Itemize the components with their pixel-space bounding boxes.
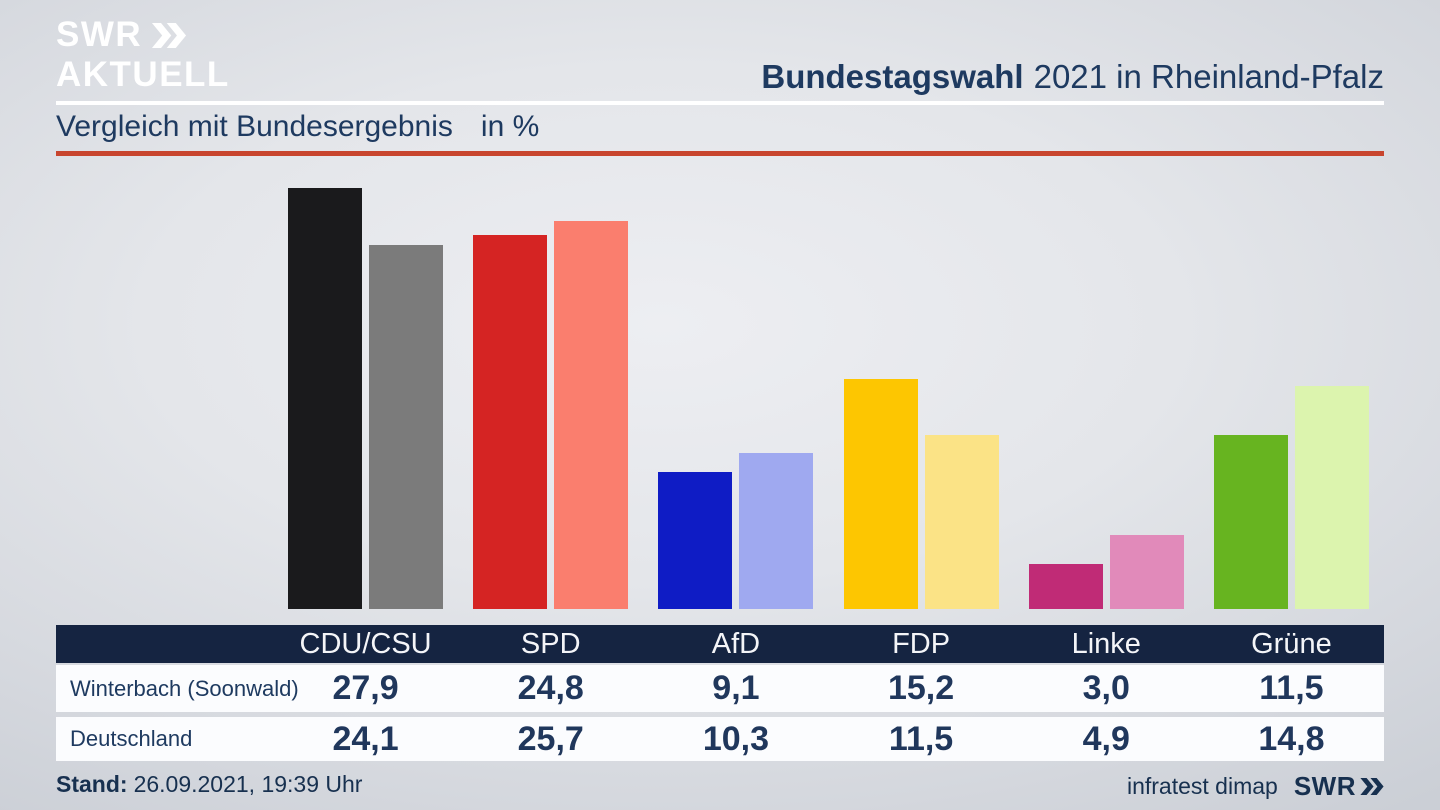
column-header-fdp: FDP [892,627,951,660]
column-header-cdu-csu: CDU/CSU [299,627,432,660]
table-header-row: CDU/CSU SPD AfD FDP Linke Grüne [56,625,1384,663]
row-label: Deutschland [70,726,193,751]
table-row-winterbach-soonwald: Winterbach (Soonwald) 27,9 24,8 9,1 15,2 3,0 1… [56,665,1384,712]
value-cell: 24,1 [332,719,399,758]
value-cell: 14,8 [1258,719,1325,758]
row-label: Winterbach (Soonwald) [70,675,299,701]
bar-group-fdp [829,156,1014,609]
bar-gr-ne-deutschland [1294,386,1369,609]
double-chevron-icon [1360,778,1384,795]
bar-group-afd [643,156,828,609]
bar-spd-winterbach-soonwald [473,235,548,609]
double-chevron-icon [152,22,187,48]
column-header-afd: AfD [711,627,761,660]
value-cell: 3,0 [1082,669,1130,707]
logo-text-swr: SWR [56,15,143,54]
bar-fdp-deutschland [924,435,999,609]
results-table: CDU/CSU SPD AfD FDP Linke Grüne Winterbach (So… [56,625,1384,761]
stand-value: 26.09.2021, 19:39 Uhr [133,771,363,797]
bar-fdp-winterbach-soonwald [843,379,918,609]
column-header-spd: SPD [520,627,581,660]
bar-group-linke [1014,156,1199,609]
value-cell: 24,8 [517,669,584,707]
value-cell: 25,7 [517,719,584,758]
title-bold: Bundestagswahl [761,58,1024,95]
bar-linke-winterbach-soonwald [1028,564,1103,609]
divider-white [56,101,1384,105]
brand-text: SWR [1293,771,1356,801]
value-cell: 4,9 [1082,719,1130,758]
bar-cdu-csu-winterbach-soonwald [288,188,363,609]
bar-gr-ne-winterbach-soonwald [1213,435,1288,609]
bar-afd-deutschland [739,453,814,609]
bar-group-cdu-csu [273,156,458,609]
stand-label: Stand: [56,771,128,797]
title-rest: 2021 in Rheinland-Pfalz [1033,58,1384,95]
source-credit: infratest dimap SWR [1127,771,1384,802]
value-cell: 15,2 [887,669,955,707]
column-header-linke: Linke [1071,627,1141,660]
value-cell: 9,1 [712,669,760,707]
source-name: infratest dimap [1126,773,1278,799]
value-cell: 10,3 [702,719,769,758]
swr-aktuell-logo: SWR AKTUELL [56,15,230,95]
chart-subtitle: Vergleich mit Bundesergebnis in % [56,110,539,144]
bar-group-spd [458,156,643,609]
bar-afd-winterbach-soonwald [658,472,733,609]
bar-chart [56,156,1384,609]
timestamp: Stand: 26.09.2021, 19:39 Uhr [56,771,362,798]
subtitle-unit: in % [480,110,540,143]
page-title: Bundestagswahl 2021 in Rheinland-Pfalz [761,58,1384,96]
subtitle-text: Vergleich mit Bundesergebnis [56,110,453,143]
bar-cdu-csu-deutschland [369,245,444,609]
swr-brand-mark: SWR [1294,771,1384,802]
logo-text-aktuell: AKTUELL [56,55,230,94]
bar-group-gr-ne [1199,156,1384,609]
bar-spd-deutschland [554,221,629,609]
column-header-gr-ne: Grüne [1251,627,1332,660]
bar-linke-deutschland [1109,535,1184,609]
value-cell: 27,9 [332,669,399,707]
value-cell: 11,5 [1259,669,1324,707]
table-row-deutschland: Deutschland 24,1 25,7 10,3 11,5 4,9 14,8 [56,717,1384,761]
divider-red [56,151,1384,156]
value-cell: 11,5 [888,719,954,758]
